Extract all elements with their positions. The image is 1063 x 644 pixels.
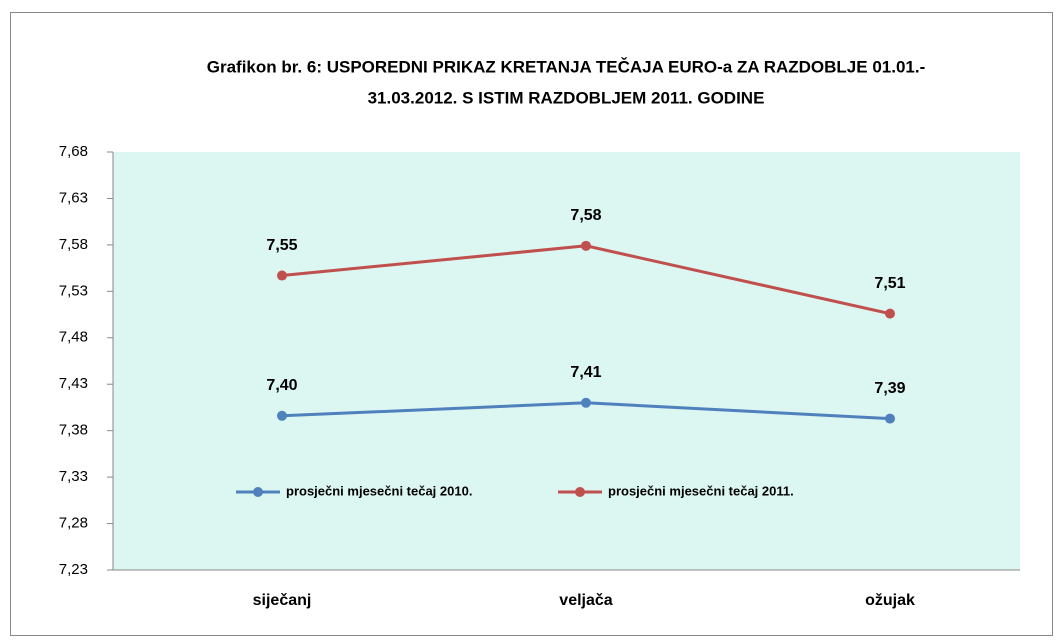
data-point: [885, 413, 895, 424]
data-point: [277, 410, 287, 421]
y-tick-label: 7,38: [59, 422, 88, 439]
data-point: [277, 270, 287, 281]
y-tick-label: 7,28: [59, 515, 88, 532]
y-tick-label: 7,48: [59, 329, 88, 346]
y-tick-label: 7,58: [59, 236, 88, 253]
legend-marker: [253, 487, 263, 497]
legend-label: prosječni mjesečni tečaj 2010.: [286, 483, 472, 498]
data-point: [885, 308, 895, 319]
data-label: 7,58: [570, 207, 601, 224]
data-label: 7,51: [874, 275, 905, 292]
y-tick-label: 7,53: [59, 282, 88, 299]
data-label: 7,55: [266, 237, 297, 254]
y-tick-label: 7,63: [59, 189, 88, 206]
y-tick-label: 7,43: [59, 375, 88, 392]
plot-area: [113, 152, 1020, 570]
data-point: [581, 240, 591, 251]
legend-marker: [575, 487, 585, 497]
data-point: [581, 397, 591, 408]
x-tick-label: ožujak: [865, 592, 915, 609]
data-label: 7,41: [570, 364, 601, 381]
x-tick-label: siječanj: [253, 592, 312, 609]
data-label: 7,40: [266, 377, 297, 394]
data-label: 7,39: [874, 380, 905, 397]
legend-label: prosječni mjesečni tečaj 2011.: [608, 483, 794, 498]
chart-title: Grafikon br. 6: USPOREDNI PRIKAZ KRETANJ…: [207, 57, 926, 76]
chart-title: 31.03.2012. S ISTIM RAZDOBLJEM 2011. GOD…: [368, 88, 765, 107]
x-tick-label: veljača: [559, 592, 612, 609]
y-tick-label: 7,23: [59, 561, 88, 578]
y-tick-label: 7,68: [59, 143, 88, 160]
y-tick-label: 7,33: [59, 468, 88, 485]
